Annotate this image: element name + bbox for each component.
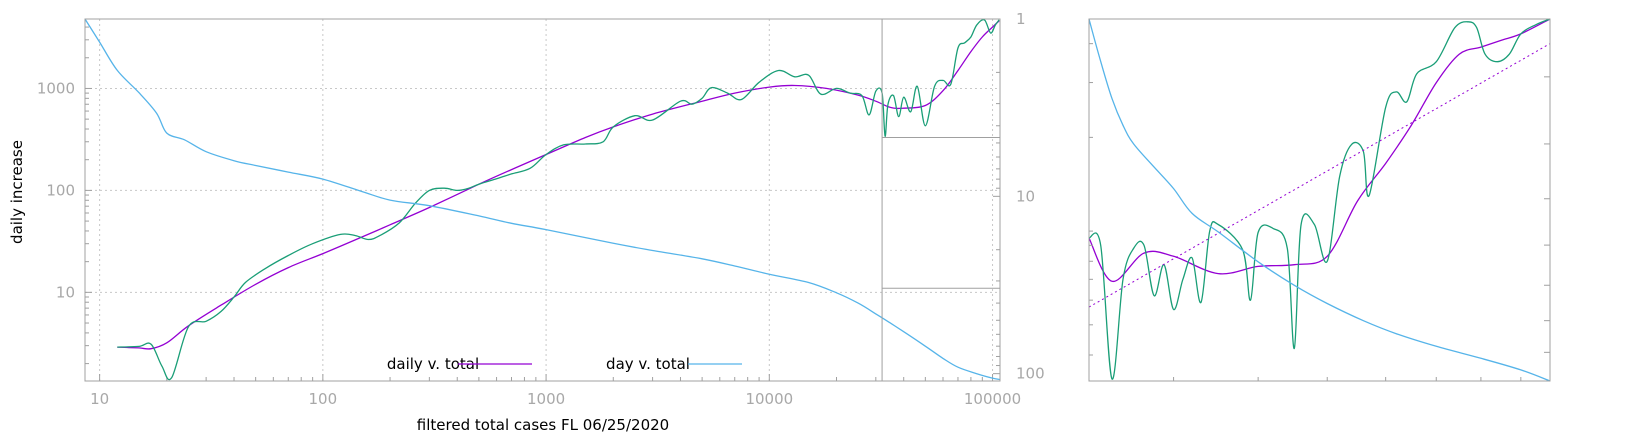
x-tick-label: 100000: [964, 390, 1021, 408]
x-axis-title: filtered total cases FL 06/25/2020: [417, 416, 669, 434]
y-tick-label: 1000: [37, 79, 75, 97]
inset-series-line-2: [1088, 18, 1551, 380]
series-line-2: [117, 18, 1000, 381]
inset-plot-frame: [1088, 18, 1551, 382]
y2-tick-label: 10: [1016, 187, 1035, 205]
inset-series-line-3: [1088, 43, 1551, 308]
main-plot-frame: [84, 18, 1001, 382]
legend: daily v. total day v. total: [387, 355, 742, 373]
main-frame: [84, 18, 1001, 382]
legend-label-2: day v. total: [606, 355, 690, 373]
inset-frame: [1088, 18, 1551, 382]
series-line-3: [84, 18, 1001, 381]
x-tick-label: 100: [309, 390, 338, 408]
x-tick-label: 10: [90, 390, 109, 408]
inset-series-line-1: [1088, 18, 1551, 282]
y-tick-label: 100: [46, 181, 75, 199]
y2-tick-label: 100: [1016, 365, 1045, 383]
inset-series: [1088, 18, 1551, 382]
y2-tick-label: 1: [1016, 10, 1026, 28]
x-tick-label: 10000: [745, 390, 793, 408]
series-line-1: [117, 20, 1000, 350]
main-series: [84, 18, 1001, 381]
y-axis-title: daily increase: [8, 140, 26, 244]
x-tick-label: 1000: [527, 390, 565, 408]
main-ticks: 10 100 1000 10000 100000 10 100 1000 1 10 100: [37, 10, 1045, 408]
inset-series-line-4: [1088, 18, 1551, 382]
main-grid: [85, 19, 1000, 381]
y-tick-label: 10: [56, 283, 75, 301]
legend-label-1: daily v. total: [387, 355, 479, 373]
